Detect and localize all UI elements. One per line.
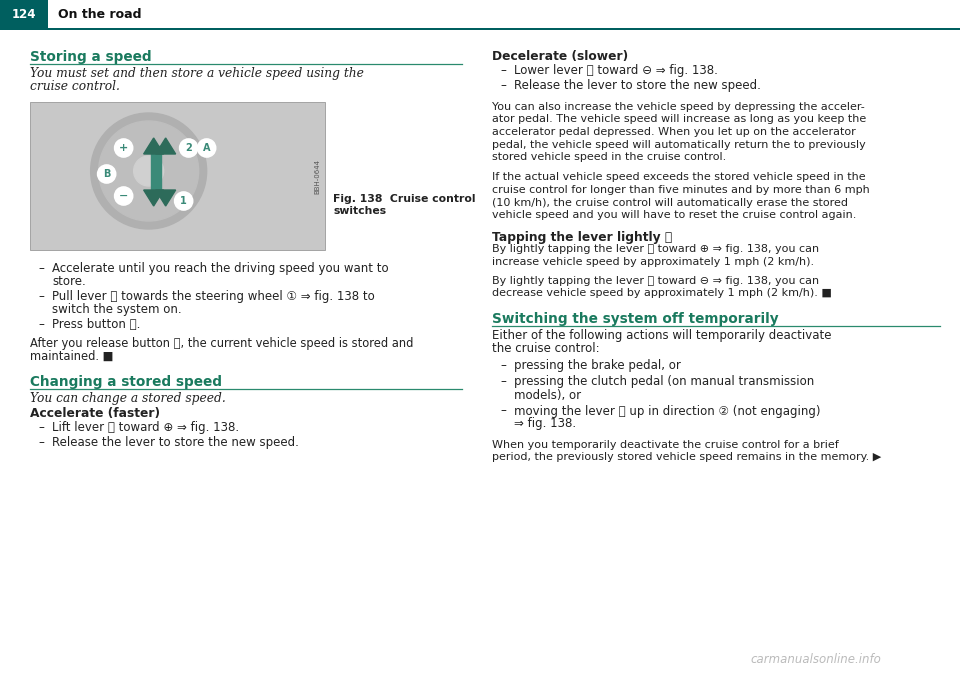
Text: ator pedal. The vehicle speed will increase as long as you keep the: ator pedal. The vehicle speed will incre… (492, 114, 866, 124)
Text: Changing a stored speed: Changing a stored speed (30, 375, 222, 389)
Text: –: – (38, 318, 44, 331)
Circle shape (114, 139, 132, 157)
Text: –: – (38, 436, 44, 449)
Polygon shape (151, 146, 160, 196)
Text: carmanualsonline.info: carmanualsonline.info (750, 653, 881, 666)
Text: You can also increase the vehicle speed by depressing the acceler-: You can also increase the vehicle speed … (492, 102, 865, 112)
Text: decrease vehicle speed by approximately 1 mph (2 km/h). ■: decrease vehicle speed by approximately … (492, 288, 832, 298)
Circle shape (90, 113, 206, 229)
Text: pressing the clutch pedal (on manual transmission: pressing the clutch pedal (on manual tra… (514, 375, 814, 388)
Text: You must set and then store a vehicle speed using the: You must set and then store a vehicle sp… (30, 67, 364, 80)
Text: 1: 1 (180, 196, 187, 206)
Text: maintained. ■: maintained. ■ (30, 350, 113, 363)
Text: Release the lever to store the new speed.: Release the lever to store the new speed… (514, 79, 761, 92)
Text: period, the previously stored vehicle speed remains in the memory. ▶: period, the previously stored vehicle sp… (492, 452, 881, 462)
Text: accelerator pedal depressed. When you let up on the accelerator: accelerator pedal depressed. When you le… (492, 127, 855, 137)
Text: Pull lever Ⓐ towards the steering wheel ① ⇒ fig. 138 to: Pull lever Ⓐ towards the steering wheel … (52, 290, 374, 303)
Text: increase vehicle speed by approximately 1 mph (2 km/h).: increase vehicle speed by approximately … (492, 257, 814, 267)
Text: BBH-0644: BBH-0644 (314, 158, 320, 194)
Text: store.: store. (52, 275, 85, 288)
Text: –: – (500, 360, 506, 373)
Circle shape (198, 139, 216, 157)
Text: Tapping the lever lightly Ⓐ: Tapping the lever lightly Ⓐ (492, 231, 672, 243)
Text: B: B (103, 169, 110, 179)
Circle shape (99, 121, 199, 221)
Text: By lightly tapping the lever Ⓐ toward ⊕ ⇒ fig. 138, you can: By lightly tapping the lever Ⓐ toward ⊕ … (492, 245, 819, 254)
Text: A: A (203, 143, 210, 153)
Text: –: – (38, 421, 44, 434)
Text: (10 km/h), the cruise control will automatically erase the stored: (10 km/h), the cruise control will autom… (492, 197, 848, 207)
Text: Lower lever Ⓐ toward ⊖ ⇒ fig. 138.: Lower lever Ⓐ toward ⊖ ⇒ fig. 138. (514, 64, 718, 77)
Text: –: – (500, 375, 506, 388)
Text: models), or: models), or (514, 388, 581, 401)
Text: Either of the following actions will temporarily deactivate: Either of the following actions will tem… (492, 330, 831, 343)
Text: Switching the system off temporarily: Switching the system off temporarily (492, 313, 779, 326)
Text: By lightly tapping the lever Ⓐ toward ⊖ ⇒ fig. 138, you can: By lightly tapping the lever Ⓐ toward ⊖ … (492, 275, 819, 286)
Text: When you temporarily deactivate the cruise control for a brief: When you temporarily deactivate the crui… (492, 439, 839, 449)
Text: pressing the brake pedal, or: pressing the brake pedal, or (514, 360, 681, 373)
Text: +: + (119, 143, 129, 153)
FancyBboxPatch shape (0, 0, 48, 28)
Text: Fig. 138  Cruise control: Fig. 138 Cruise control (333, 194, 475, 204)
Text: the cruise control:: the cruise control: (492, 343, 600, 356)
Text: Accelerate (faster): Accelerate (faster) (30, 407, 160, 420)
Text: After you release button Ⓑ, the current vehicle speed is stored and: After you release button Ⓑ, the current … (30, 337, 414, 350)
Text: Lift lever Ⓐ toward ⊕ ⇒ fig. 138.: Lift lever Ⓐ toward ⊕ ⇒ fig. 138. (52, 421, 239, 434)
Text: cruise control for longer than five minutes and by more than 6 mph: cruise control for longer than five minu… (492, 185, 870, 195)
Text: 124: 124 (12, 7, 36, 20)
Text: cruise control.: cruise control. (30, 80, 120, 94)
Text: Press button Ⓑ.: Press button Ⓑ. (52, 318, 140, 331)
Polygon shape (156, 138, 176, 154)
FancyBboxPatch shape (30, 102, 325, 250)
Text: 2: 2 (185, 143, 192, 153)
Text: –: – (38, 290, 44, 303)
Text: −: − (119, 191, 129, 201)
Text: If the actual vehicle speed exceeds the stored vehicle speed in the: If the actual vehicle speed exceeds the … (492, 173, 866, 182)
Polygon shape (144, 190, 163, 206)
Text: You can change a stored speed.: You can change a stored speed. (30, 392, 226, 405)
Text: –: – (38, 262, 44, 275)
Polygon shape (156, 190, 176, 206)
Text: switches: switches (333, 206, 386, 216)
Text: –: – (500, 79, 506, 92)
Text: –: – (500, 64, 506, 77)
Text: switch the system on.: switch the system on. (52, 303, 181, 316)
Circle shape (180, 139, 198, 157)
Text: ⇒ fig. 138.: ⇒ fig. 138. (514, 418, 576, 430)
Text: Decelerate (slower): Decelerate (slower) (492, 50, 628, 63)
Circle shape (114, 187, 132, 205)
Text: pedal, the vehicle speed will automatically return the to previously: pedal, the vehicle speed will automatica… (492, 139, 866, 150)
Polygon shape (144, 138, 163, 154)
Text: stored vehicle speed in the cruise control.: stored vehicle speed in the cruise contr… (492, 152, 727, 162)
Circle shape (133, 156, 163, 186)
Circle shape (98, 165, 115, 183)
Text: –: – (500, 405, 506, 418)
Text: Storing a speed: Storing a speed (30, 50, 152, 64)
FancyBboxPatch shape (0, 28, 960, 29)
Text: moving the lever Ⓐ up in direction ② (not engaging): moving the lever Ⓐ up in direction ② (no… (514, 405, 821, 418)
Text: On the road: On the road (58, 7, 141, 20)
Text: vehicle speed and you will have to reset the cruise control again.: vehicle speed and you will have to reset… (492, 210, 856, 220)
Circle shape (175, 192, 193, 210)
Text: Release the lever to store the new speed.: Release the lever to store the new speed… (52, 436, 299, 449)
Text: Accelerate until you reach the driving speed you want to: Accelerate until you reach the driving s… (52, 262, 389, 275)
